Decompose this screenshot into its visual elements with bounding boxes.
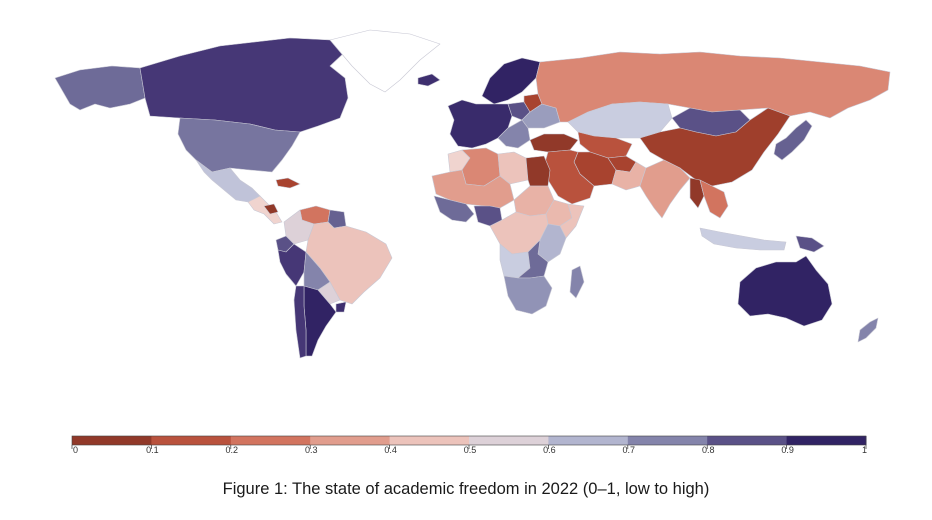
legend-tick-label: 0.8 (702, 445, 715, 455)
legend-color-block (389, 436, 470, 445)
legend-color-block (707, 436, 788, 445)
country-iceland (417, 73, 441, 87)
legend-color-block (469, 436, 549, 445)
legend-tick-label: 0.1 (146, 445, 159, 455)
map-countries (54, 29, 891, 359)
legend-tick-label: 0.3 (305, 445, 318, 455)
legend-color-block (548, 436, 629, 445)
country-central-america (247, 195, 283, 225)
country-australia (737, 255, 833, 327)
legend-color-block (786, 436, 867, 445)
figure-caption: Figure 1: The state of academic freedom … (222, 480, 710, 498)
country-balkans (497, 119, 531, 149)
country-png (795, 235, 825, 253)
country-alaska (54, 65, 146, 111)
legend-tick-label: 0 (73, 445, 78, 455)
country-indonesia (699, 227, 787, 251)
country-west-africa (433, 195, 475, 223)
legend-color-block (627, 436, 708, 445)
country-cuba (275, 177, 301, 189)
country-southern-africa (503, 275, 553, 315)
country-india (639, 159, 691, 219)
world-choropleth-map: 0 0.1 0.2 0.3 0.4 0.5 0.6 0.7 0.8 0.9 1 (54, 29, 891, 455)
country-madagascar (569, 265, 585, 299)
legend-tick-label: 0.6 (543, 445, 556, 455)
legend-color-block (230, 436, 311, 445)
legend-tick-label: 0.9 (781, 445, 794, 455)
country-usa (177, 117, 301, 173)
country-uruguay (335, 301, 347, 313)
color-legend: 0 0.1 0.2 0.3 0.4 0.5 0.6 0.7 0.8 0.9 1 (71, 435, 867, 455)
legend-color-block (72, 436, 152, 445)
country-myanmar (689, 177, 705, 209)
country-canada (139, 37, 349, 133)
country-nicaragua (263, 203, 279, 215)
legend-color-block (310, 436, 391, 445)
country-turkey (529, 133, 579, 153)
country-southeast-asia (699, 179, 729, 219)
country-greenland (329, 29, 441, 93)
country-new-zealand (857, 317, 879, 343)
legend-tick-label: 0.4 (384, 445, 397, 455)
legend-tick-label: 0.5 (464, 445, 477, 455)
legend-color-block (151, 436, 232, 445)
country-korea-japan (773, 119, 813, 161)
country-chile (293, 285, 307, 359)
legend-tick-label: 0.7 (623, 445, 636, 455)
legend-tick-label: 1 (862, 445, 867, 455)
legend-tick-label: 0.2 (226, 445, 239, 455)
